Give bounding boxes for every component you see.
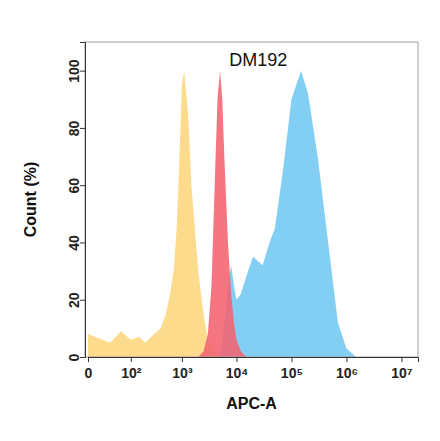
y-axis-title: Count (%) — [22, 162, 39, 238]
x-axis-title: APC-A — [226, 395, 277, 412]
plot-area — [88, 71, 356, 357]
y-tick-label: 40 — [66, 235, 82, 251]
x-tick-mark — [182, 357, 183, 362]
histogram-area — [220, 71, 356, 357]
y-tick: 0 — [66, 353, 85, 361]
x-tick: 10⁶ — [336, 357, 358, 381]
y-tick: 60 — [66, 178, 85, 194]
x-tick-mark — [346, 357, 347, 362]
y-tick-label: 20 — [66, 292, 82, 308]
y-tick-label: 60 — [66, 178, 82, 194]
y-tick: 80 — [66, 120, 85, 136]
x-tick-label: 10⁴ — [226, 365, 249, 381]
x-tick: 10³ — [172, 357, 193, 381]
x-tick-mark — [236, 357, 237, 362]
x-axis-line — [89, 358, 419, 363]
y-tick: 40 — [66, 235, 85, 251]
x-tick: 10⁴ — [226, 357, 249, 381]
x-tick: 10⁷ — [391, 357, 413, 381]
y-tick-label: 0 — [66, 353, 82, 361]
y-axis: 0 20 40 60 80 100 — [66, 43, 86, 362]
x-tick-label: 10⁶ — [336, 365, 358, 381]
plot-frame — [85, 42, 418, 357]
x-tick-label: 0 — [85, 365, 93, 381]
histogram-area — [88, 71, 222, 357]
x-tick: 0 — [85, 357, 93, 381]
x-tick-mark — [401, 357, 402, 362]
x-tick: 10⁵ — [281, 357, 303, 381]
x-tick-label: 10⁵ — [281, 365, 303, 381]
title: DM192 — [229, 50, 287, 70]
x-axis: 0 10² 10³ 10⁴ 10⁵ 10⁶ 10⁷ — [85, 357, 419, 381]
x-tick-mark — [291, 357, 292, 362]
y-tick: 20 — [66, 292, 85, 308]
y-axis-line — [80, 43, 86, 358]
x-tick: 10² — [121, 357, 142, 381]
chart: 0 10² 10³ 10⁴ 10⁵ 10⁶ 10⁷ 0 20 40 60 80 100 DM192 APC-… — [0, 0, 440, 441]
x-tick-mark — [88, 357, 89, 362]
y-tick-label: 100 — [66, 59, 82, 83]
y-tick-label: 80 — [66, 120, 82, 136]
x-tick-label: 10² — [121, 365, 142, 381]
x-tick-label: 10³ — [172, 365, 193, 381]
x-tick-mark — [131, 357, 132, 362]
y-tick: 100 — [66, 59, 85, 83]
x-tick-label: 10⁷ — [391, 365, 413, 381]
histogram-area — [198, 71, 246, 357]
